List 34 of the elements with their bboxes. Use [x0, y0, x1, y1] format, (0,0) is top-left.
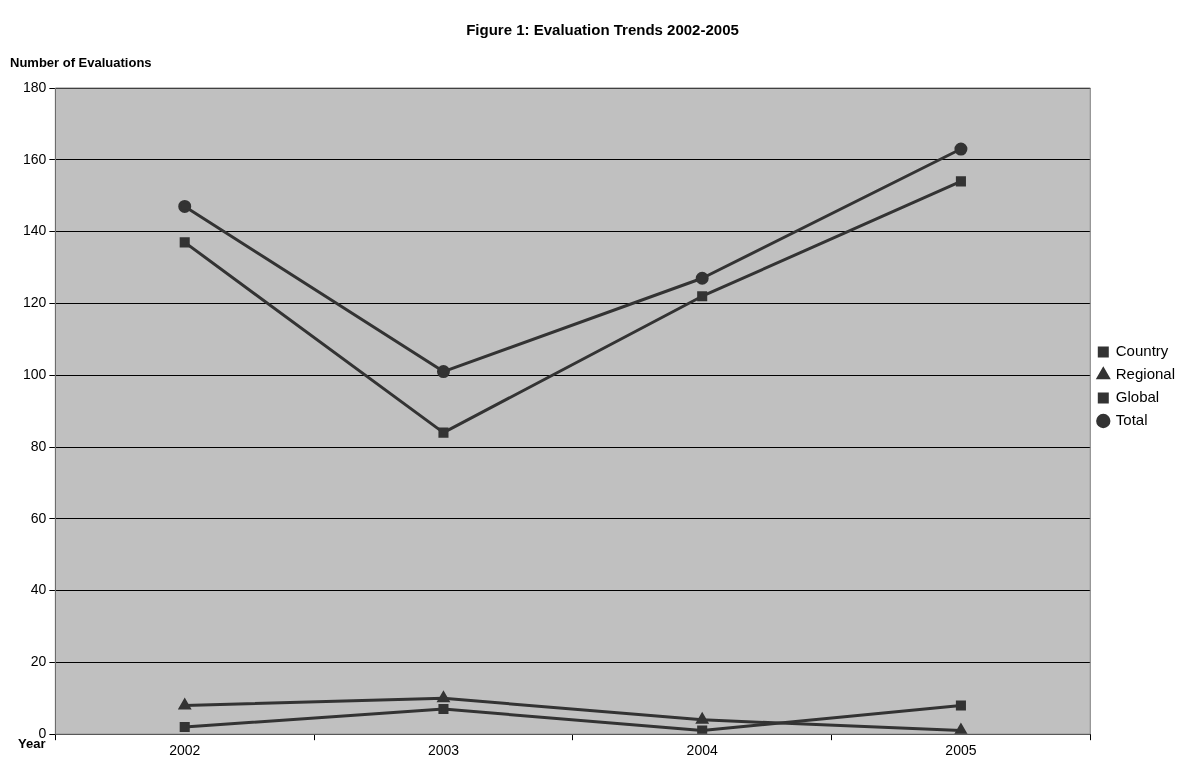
point	[697, 291, 708, 302]
y-tick-label: 180	[23, 78, 47, 95]
point	[955, 176, 966, 187]
point	[179, 721, 190, 733]
point	[179, 237, 190, 248]
legend-label: Global	[1115, 388, 1160, 406]
y-tick-label: 20	[30, 653, 47, 670]
y-tick-label: 60	[30, 509, 47, 526]
point	[438, 427, 449, 438]
chart-title: Figure 1: Evaluation Trends 2002-2005	[466, 21, 739, 39]
x-tick-label: 2005	[945, 742, 977, 759]
point	[697, 725, 708, 735]
point	[438, 704, 449, 715]
point	[437, 691, 450, 703]
legend-label: Country	[1115, 342, 1169, 360]
point	[955, 700, 966, 711]
x-tick-label: 2004	[686, 742, 718, 759]
legend-label: Regional	[1115, 365, 1176, 383]
x-tick-label: 2003	[427, 742, 460, 759]
point	[695, 271, 709, 285]
y-tick-label: 160	[23, 150, 47, 167]
y-tick-label: 0	[38, 725, 47, 742]
y-tick-label: 40	[30, 581, 47, 598]
y-tick-label: 100	[23, 366, 47, 383]
y-tick-label: 140	[23, 222, 47, 239]
point	[436, 365, 450, 379]
legend-label: Total	[1115, 411, 1148, 429]
y-axis-title: Number of Evaluations	[10, 55, 152, 71]
y-tick-label: 80	[30, 437, 47, 454]
x-tick-label: 2002	[169, 742, 201, 759]
point	[178, 199, 192, 213]
point	[954, 142, 968, 156]
point	[178, 698, 191, 710]
y-tick-label: 120	[23, 294, 47, 311]
